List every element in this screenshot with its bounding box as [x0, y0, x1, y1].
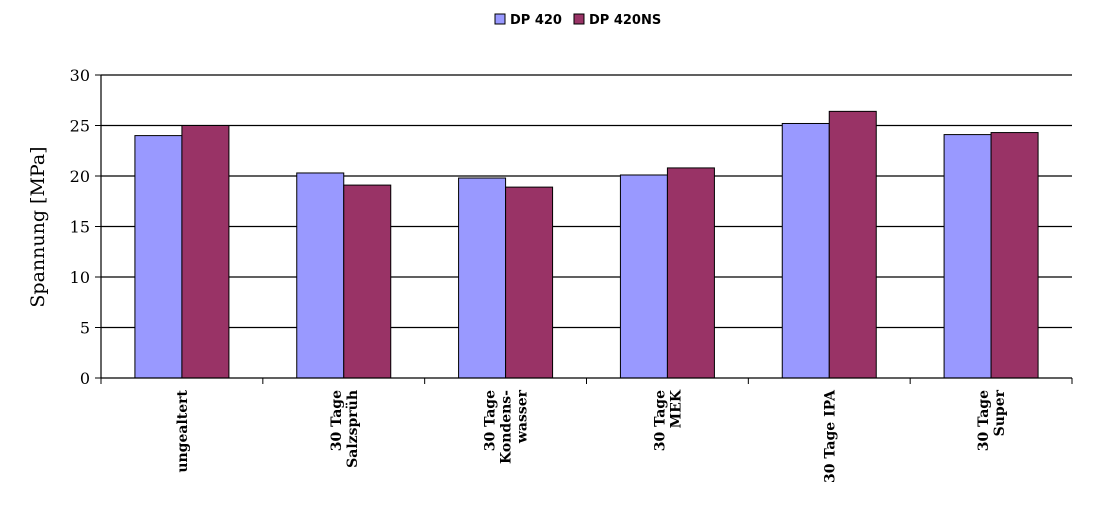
- x-axis-categories: ungealtert 30 Tage Salzsprüh 30 Tage Kondens…: [175, 389, 1008, 483]
- bars: [134, 110, 1039, 379]
- x-category-label-line: 30 Tage: [652, 390, 668, 451]
- legend-swatch: [494, 13, 506, 25]
- bar-dp420ns: [828, 110, 877, 379]
- gridlines: [101, 74, 1072, 329]
- x-category-label-line: Kondens-: [499, 390, 515, 464]
- x-category-label-line: Super: [992, 389, 1008, 436]
- y-tick-label: 10: [70, 268, 90, 287]
- bar-dp420: [943, 134, 992, 379]
- legend-swatch: [573, 13, 585, 25]
- x-category-label-line: MEK: [668, 389, 684, 428]
- bar-dp420: [619, 174, 668, 379]
- axes: [100, 75, 1073, 384]
- legend: DP 420 DP 420NS: [494, 13, 661, 28]
- x-category-label-line: 30 Tage: [329, 390, 345, 451]
- y-tick-label: 20: [70, 167, 90, 186]
- y-tick-label: 25: [70, 117, 90, 136]
- legend-label: DP 420: [510, 13, 562, 28]
- x-category-label-line: 30 Tage: [976, 390, 992, 451]
- y-tick-label: 15: [70, 218, 90, 237]
- bar-dp420: [458, 177, 507, 379]
- x-category-label-line: Salzsprüh: [345, 390, 361, 468]
- y-tick-label: 5: [80, 319, 90, 338]
- bar-dp420ns: [343, 184, 392, 379]
- x-category-label: 30 Tage Kondens-wasser: [483, 389, 531, 464]
- x-category-label: ungealtert: [175, 389, 191, 472]
- bar-dp420ns: [181, 125, 230, 379]
- x-category-label-line: 30 Tage IPA: [822, 389, 838, 483]
- bar-dp420: [134, 135, 183, 379]
- bar-dp420ns: [990, 132, 1039, 379]
- bar-dp420ns: [666, 167, 715, 379]
- bar-dp420: [296, 172, 345, 379]
- x-category-label: 30 Tage Super: [976, 389, 1008, 451]
- bar-dp420: [781, 122, 830, 379]
- y-tick-label: 30: [70, 66, 90, 85]
- x-category-label-line: ungealtert: [175, 389, 191, 472]
- x-category-label: 30 Tage IPA: [822, 389, 838, 483]
- y-tick-label: 0: [80, 369, 90, 388]
- bar-dp420ns: [505, 186, 554, 379]
- y-axis-ticks: 0 5 10 15 20 25 30: [70, 66, 101, 388]
- y-axis-label: Spannung [MPa]: [27, 146, 49, 307]
- x-category-label: 30 Tage Salzsprüh: [329, 390, 361, 468]
- x-category-label-line: 30 Tage: [483, 390, 499, 451]
- x-category-label: 30 Tage MEK: [652, 389, 684, 451]
- x-category-label-line: wasser: [515, 389, 531, 444]
- legend-label: DP 420NS: [589, 13, 661, 28]
